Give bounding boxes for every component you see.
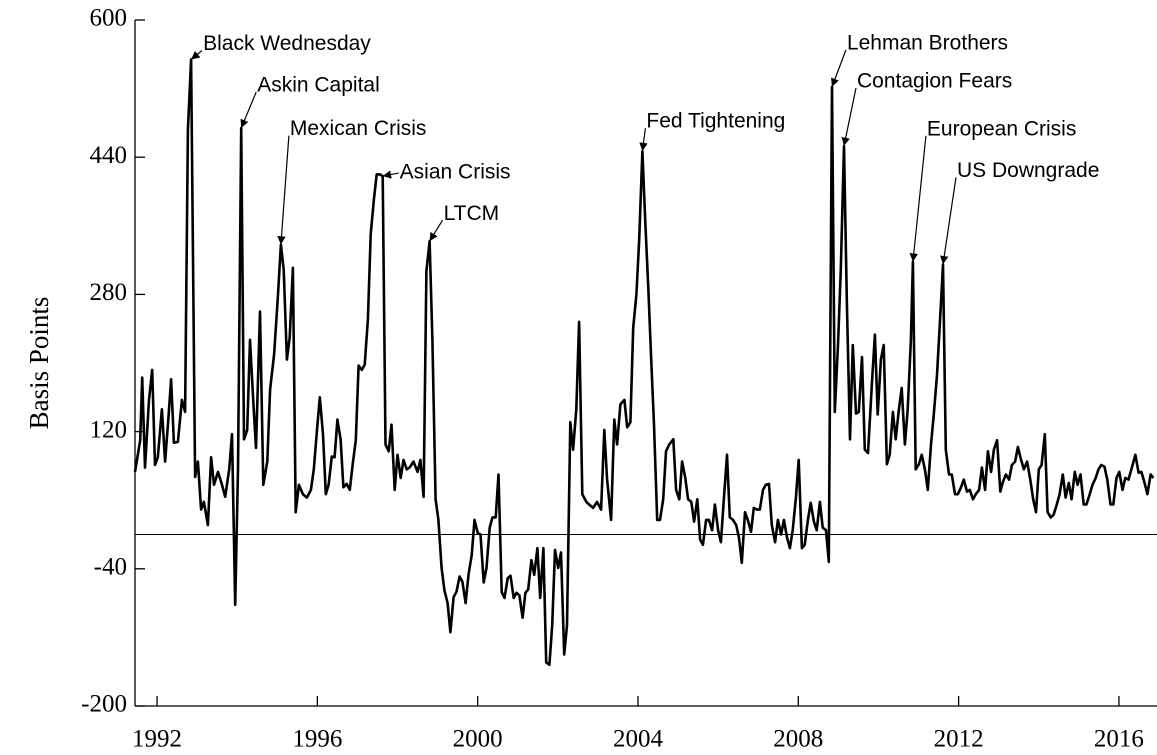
y-tick-label: 600	[90, 5, 128, 32]
annotation-arrow	[429, 219, 444, 242]
y-tick-label: 120	[90, 416, 128, 443]
annotation-label: Asian Crisis	[400, 161, 511, 184]
y-tick-label: 440	[90, 142, 128, 169]
annotation-label: Black Wednesday	[203, 32, 371, 55]
annotation-arrow	[940, 177, 957, 265]
annotation-arrow	[909, 135, 927, 262]
annotation-arrow	[240, 91, 257, 129]
x-tick-label: 2008	[773, 726, 823, 753]
annotation-label: European Crisis	[927, 117, 1076, 140]
y-axis-label: Basis Points	[24, 297, 54, 430]
annotation-arrow	[639, 128, 648, 152]
annotation-arrow	[831, 49, 847, 88]
data-line	[133, 58, 1155, 667]
x-tick-label: 2012	[934, 726, 984, 753]
annotation-label: US Downgrade	[957, 159, 1099, 182]
x-tick-label: 1992	[132, 726, 182, 753]
x-tick-label: 2004	[613, 726, 664, 753]
y-tick-label: -40	[94, 554, 127, 581]
annotation-arrow	[277, 135, 290, 245]
y-tick-label: -200	[81, 691, 127, 718]
annotation-arrow	[190, 49, 203, 60]
x-tick-label: 2000	[453, 726, 503, 753]
annotation-label: LTCM	[444, 202, 500, 225]
annotation-arrow	[841, 87, 857, 147]
y-tick-label: 280	[90, 279, 128, 306]
annotation-label: Fed Tightening	[646, 110, 785, 133]
annotation-label: Askin Capital	[257, 74, 380, 97]
x-tick-label: 1996	[292, 726, 342, 753]
x-tick-label: 2016	[1094, 726, 1144, 753]
annotation-label: Mexican Crisis	[290, 117, 427, 140]
annotation-arrow	[382, 170, 399, 179]
annotation-label: Contagion Fears	[857, 70, 1012, 93]
annotation-label: Lehman Brothers	[847, 31, 1008, 54]
